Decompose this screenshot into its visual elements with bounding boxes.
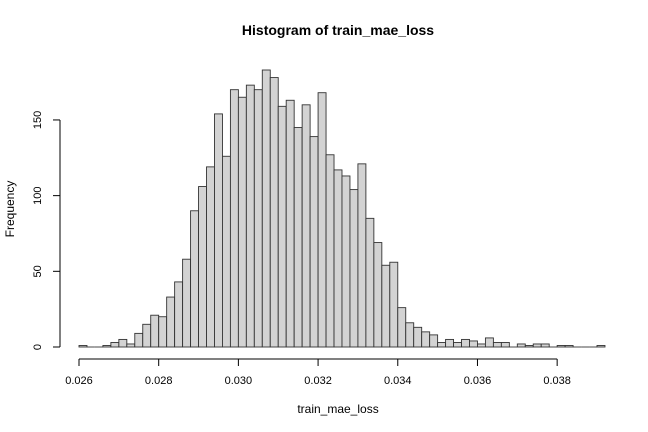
histogram-bar — [366, 218, 374, 347]
chart-title: Histogram of train_mae_loss — [242, 22, 434, 38]
histogram-bar — [103, 345, 111, 347]
histogram-bar — [207, 167, 215, 347]
histogram-bar — [334, 170, 342, 347]
histogram-bar — [414, 327, 422, 347]
y-tick-label: 150 — [32, 111, 44, 129]
x-tick-label: 0.038 — [543, 375, 571, 387]
histogram-bar — [254, 90, 262, 347]
histogram-bar — [358, 164, 366, 347]
x-tick-label: 0.028 — [145, 375, 173, 387]
x-tick-label: 0.034 — [384, 375, 412, 387]
x-tick-label: 0.036 — [464, 375, 492, 387]
histogram-bar — [143, 324, 151, 347]
histogram-bar — [111, 342, 119, 347]
histogram-bar — [175, 282, 183, 347]
histogram-bar — [230, 90, 238, 347]
histogram-bar — [398, 308, 406, 347]
histogram-bar — [597, 345, 605, 347]
x-tick-label: 0.030 — [225, 375, 253, 387]
y-tick-label: 100 — [32, 186, 44, 204]
histogram-bar — [326, 155, 334, 347]
x-tick-label: 0.032 — [304, 375, 332, 387]
histogram-bar — [302, 105, 310, 347]
histogram-bar — [374, 243, 382, 347]
histogram-bar — [191, 211, 199, 347]
histogram-bar — [222, 156, 230, 347]
histogram-bar — [525, 345, 533, 347]
histogram-bar — [541, 344, 549, 347]
histogram-bar — [262, 70, 270, 347]
histogram-bar — [533, 344, 541, 347]
histogram-bar — [422, 332, 430, 347]
histogram-bar — [119, 339, 127, 347]
histogram-bar — [214, 114, 222, 347]
histogram-bar — [517, 344, 525, 347]
histogram-bar — [167, 297, 175, 347]
y-tick-label: 50 — [32, 265, 44, 277]
y-axis-label: Frequency — [3, 181, 17, 238]
histogram-bar — [238, 97, 246, 347]
histogram-bar — [469, 341, 477, 347]
histogram-bar — [79, 345, 87, 347]
histogram-bar — [430, 335, 438, 347]
histogram-bar — [501, 342, 509, 347]
histogram-bar — [493, 342, 501, 347]
x-tick-label: 0.026 — [65, 375, 93, 387]
histogram-bar — [159, 317, 167, 347]
histogram-bar — [135, 333, 143, 347]
histogram-bar — [294, 128, 302, 347]
histogram-bar — [477, 344, 485, 347]
histogram-bar — [390, 262, 398, 347]
histogram-bar — [183, 259, 191, 347]
histogram-bar — [127, 344, 135, 347]
y-tick-label: 0 — [32, 344, 44, 350]
bars-group — [79, 70, 605, 347]
x-axis: 0.026 0.028 0.030 0.032 0.034 0.036 0.038 — [65, 359, 571, 387]
y-axis: 0 50 100 150 — [32, 111, 60, 350]
histogram-bar — [438, 342, 446, 347]
histogram-bar — [406, 323, 414, 347]
histogram-bar — [462, 339, 470, 347]
histogram-bar — [270, 78, 278, 347]
histogram-bar — [246, 85, 254, 347]
histogram-bar — [342, 176, 350, 347]
histogram-bar — [350, 190, 358, 347]
histogram-bar — [278, 106, 286, 347]
x-axis-label: train_mae_loss — [297, 402, 378, 416]
histogram-bar — [286, 100, 294, 347]
histogram-bar — [446, 339, 454, 347]
histogram-bar — [199, 187, 207, 347]
histogram-bar — [151, 315, 159, 347]
histogram-bar — [382, 265, 390, 347]
histogram-bar — [557, 345, 565, 347]
histogram-bar — [454, 342, 462, 347]
histogram-bar — [318, 93, 326, 347]
histogram-bar — [565, 345, 573, 347]
histogram-bar — [310, 137, 318, 347]
histogram-bar — [485, 338, 493, 347]
